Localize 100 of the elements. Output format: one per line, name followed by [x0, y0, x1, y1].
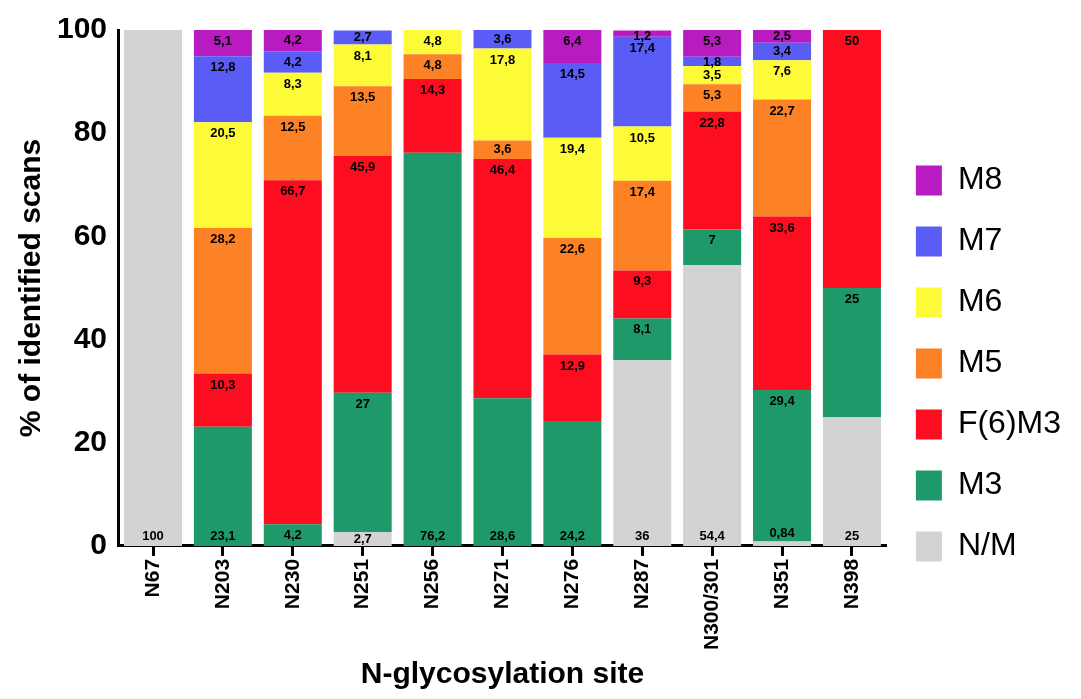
data-label: 29,4	[769, 392, 796, 408]
x-tick-label: N256	[419, 558, 443, 610]
data-label: 4,2	[283, 31, 302, 47]
bar	[403, 152, 462, 546]
data-label: 17,8	[489, 51, 516, 67]
data-label: 5,1	[213, 33, 232, 49]
legend-label: M7	[957, 221, 1003, 258]
data-label: 13,5	[350, 89, 376, 105]
data-label: 12,8	[210, 59, 236, 75]
data-label: 76,2	[419, 528, 446, 543]
bar	[683, 111, 742, 230]
x-tick-label: N230	[279, 558, 303, 610]
bar	[403, 30, 462, 55]
y-tick-label: 60	[73, 217, 108, 251]
data-label: 19,4	[559, 140, 586, 156]
data-label: 22,7	[769, 102, 795, 118]
x-tick-label: N398	[838, 558, 862, 610]
data-label: 28,2	[210, 231, 236, 247]
y-tick-label: 40	[73, 320, 108, 354]
bar	[473, 398, 532, 546]
data-label: 20,5	[210, 125, 236, 141]
bar	[683, 84, 742, 112]
data-label: 24,2	[559, 528, 586, 543]
data-label: 8,1	[633, 321, 652, 337]
bar	[473, 140, 532, 159]
data-label: 46,4	[489, 162, 516, 178]
data-label: 3,6	[493, 141, 512, 157]
bar	[193, 30, 252, 57]
data-label: 7	[708, 232, 716, 248]
bar	[124, 30, 183, 546]
bar	[753, 216, 812, 390]
data-label: 14,5	[559, 66, 586, 82]
x-tick-label: N203	[209, 558, 233, 610]
data-label: 100	[142, 528, 164, 543]
data-label: 2,5	[773, 27, 792, 43]
x-tick-label: N300/301	[698, 558, 722, 650]
bar	[543, 421, 602, 546]
bar	[683, 30, 742, 57]
data-label: 8,1	[353, 47, 372, 63]
data-label: 22,8	[699, 114, 725, 130]
data-label: 8,3	[283, 75, 302, 91]
bar	[403, 54, 462, 80]
x-tick-label: N271	[489, 558, 513, 610]
x-tick-label: N287	[629, 558, 653, 610]
legend-label: M3	[957, 465, 1003, 502]
data-label: 54,4	[699, 528, 726, 543]
data-label: 5,3	[703, 32, 722, 48]
legend-label: N/M	[957, 526, 1017, 563]
data-label: 25	[844, 291, 860, 307]
bar	[333, 155, 392, 393]
data-label: 36	[635, 528, 650, 543]
bar	[473, 30, 532, 49]
bar	[543, 354, 602, 422]
bar	[193, 56, 252, 123]
data-label: 1,8	[703, 54, 722, 70]
bar	[263, 30, 322, 52]
data-label: 4,2	[283, 526, 302, 542]
data-label: 10,5	[629, 129, 655, 145]
data-label: 22,6	[559, 241, 586, 256]
bar	[543, 63, 602, 138]
bar	[193, 228, 252, 374]
data-label: 4,8	[423, 32, 442, 48]
bar	[333, 86, 392, 156]
data-label: 10,3	[210, 376, 236, 392]
data-label: 33,6	[769, 219, 795, 235]
bar	[543, 237, 602, 355]
bar	[263, 72, 322, 116]
bar	[613, 180, 672, 271]
y-tick-label: 100	[56, 11, 108, 45]
bar	[193, 122, 252, 229]
x-tick-label: N251	[349, 558, 373, 610]
data-label: 12,9	[559, 357, 586, 373]
data-label: 14,3	[419, 82, 446, 98]
bar	[193, 373, 252, 427]
data-label: 17,4	[629, 183, 656, 199]
x-axis-title: N-glycosylation site	[360, 656, 645, 690]
bar	[613, 270, 672, 319]
bar	[753, 389, 812, 542]
bar	[263, 51, 322, 73]
bar	[822, 287, 881, 417]
data-label: 4,8	[423, 57, 442, 73]
data-label: 27	[355, 395, 370, 411]
data-label: 5,3	[703, 87, 722, 103]
data-label: 50	[844, 33, 860, 49]
bar	[822, 416, 881, 546]
data-label: 2,7	[353, 29, 372, 45]
bar	[263, 524, 322, 546]
bar	[613, 318, 672, 361]
bar	[753, 99, 812, 217]
data-label: 3,6	[493, 30, 512, 46]
bar	[753, 541, 812, 546]
bar	[333, 44, 392, 87]
data-label: 2,7	[353, 530, 372, 546]
bar	[543, 137, 602, 238]
bar	[263, 180, 322, 525]
data-label: 45,9	[350, 158, 376, 174]
bar	[822, 30, 881, 288]
bar	[613, 360, 672, 546]
legend-label: M5	[957, 343, 1003, 380]
x-tick-label: N67	[139, 558, 163, 598]
